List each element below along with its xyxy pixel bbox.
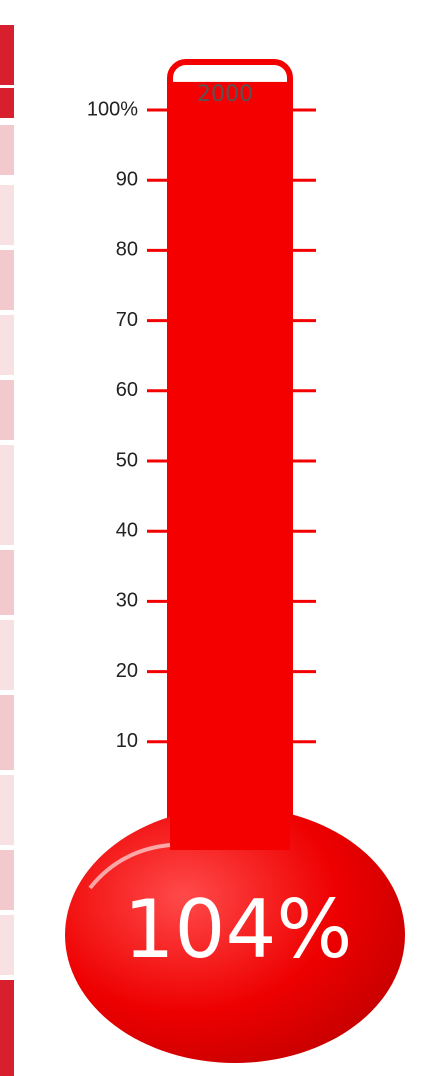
y-tick-label: 30	[116, 590, 138, 612]
y-tick-label: 80	[116, 239, 138, 261]
y-tick-label: 10	[116, 730, 138, 752]
bulb-neck	[170, 780, 290, 850]
y-tick-label: 100%	[87, 98, 138, 120]
sidebar-edge	[0, 25, 14, 1076]
y-tick-label: 90	[116, 168, 138, 190]
goal-label: 2000	[197, 82, 253, 107]
percent-label: 104%	[124, 883, 353, 976]
y-tick-label: 70	[116, 309, 138, 331]
y-tick-label: 60	[116, 379, 138, 401]
thermometer-widget: 100% 90 80 70 60 50 40 30 20 10 2000 104%	[0, 0, 433, 1076]
y-tick-label: 50	[116, 449, 138, 471]
y-tick-label: 40	[116, 519, 138, 541]
mercury	[170, 82, 290, 850]
y-tick-label: 20	[116, 660, 138, 682]
